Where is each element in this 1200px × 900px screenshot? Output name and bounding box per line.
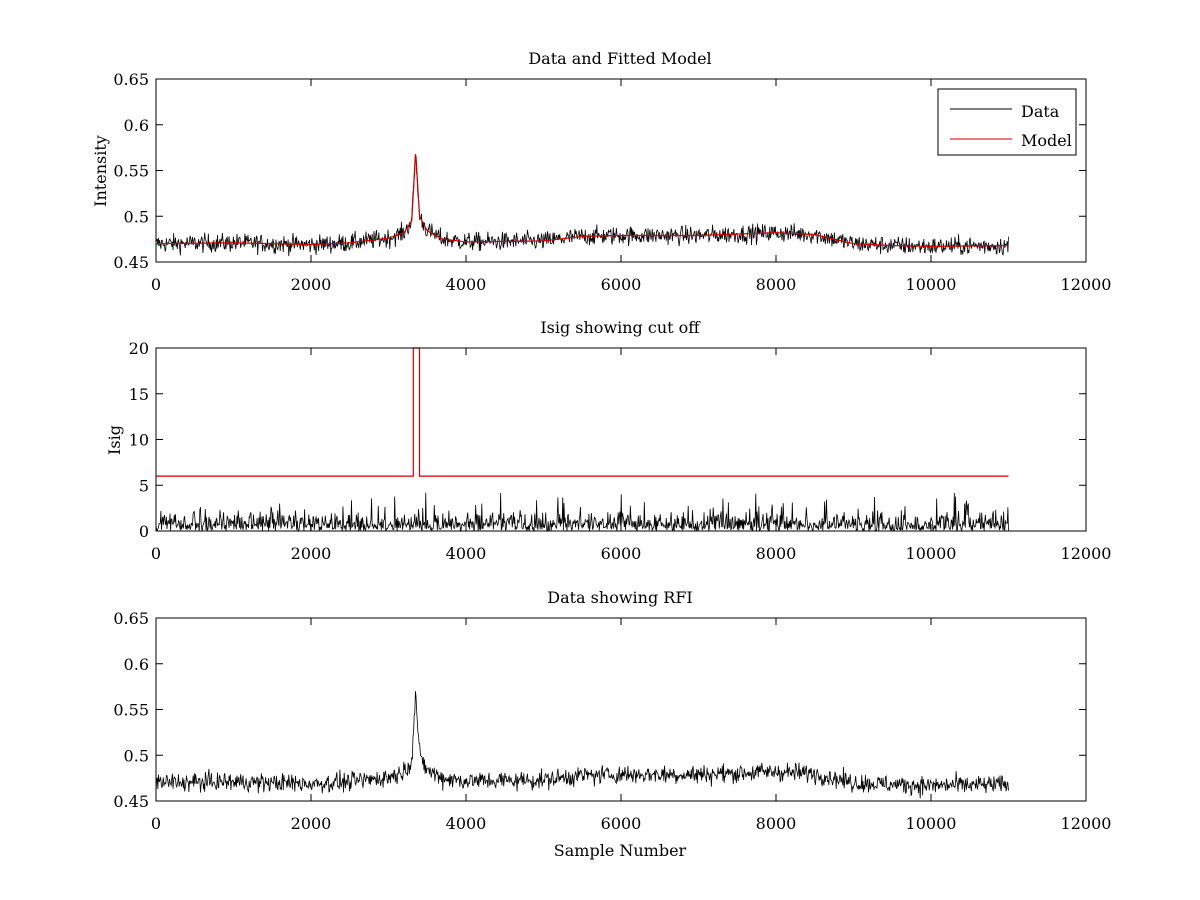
x-tick-label: 2000 bbox=[291, 275, 332, 294]
y-tick-label: 20 bbox=[129, 339, 149, 358]
legend-data-label: Data bbox=[1021, 102, 1060, 121]
x-tick-label: 12000 bbox=[1061, 814, 1112, 833]
panel-1-title: Data and Fitted Model bbox=[528, 49, 711, 68]
x-tick-label: 0 bbox=[151, 275, 161, 294]
x-tick-label: 4000 bbox=[446, 544, 487, 563]
panel-3-title: Data showing RFI bbox=[547, 588, 692, 607]
x-tick-label: 12000 bbox=[1061, 544, 1112, 563]
x-tick-label: 10000 bbox=[906, 814, 957, 833]
x-tick-label: 4000 bbox=[446, 275, 487, 294]
panel-2-plot: 0 2000 4000 6000 8000 10000 12000 0 5 10 15 20 bbox=[129, 339, 1112, 563]
panel-1-plot: 0 2000 4000 6000 8000 10000 12000 0.45 0.5 0.55 0.… bbox=[113, 70, 1111, 294]
series-isig-line bbox=[155, 492, 1009, 533]
x-tick-label: 6000 bbox=[601, 275, 642, 294]
panel-3-plot: 0 2000 4000 6000 8000 10000 12000 0.45 0.5 0.55 0.… bbox=[113, 609, 1111, 833]
y-tick-label: 0.6 bbox=[124, 116, 149, 135]
x-tick-label: 10000 bbox=[906, 544, 957, 563]
y-tick-label: 0.55 bbox=[113, 701, 149, 720]
y-tick-label: 0 bbox=[139, 522, 149, 541]
y-tick-label: 0.5 bbox=[124, 207, 149, 226]
x-tick-label: 6000 bbox=[601, 814, 642, 833]
y-tick-label: 0.65 bbox=[113, 609, 149, 628]
series-data-line bbox=[155, 691, 1009, 799]
y-tick-label: 0.45 bbox=[113, 253, 149, 272]
x-tick-label: 0 bbox=[151, 814, 161, 833]
panel-isig: Isig showing cut off Isig 0 2000 4000 6000 8… bbox=[105, 318, 1111, 563]
y-tick-label: 0.65 bbox=[113, 70, 149, 89]
x-tick-label: 0 bbox=[151, 544, 161, 563]
x-tick-label: 2000 bbox=[291, 544, 332, 563]
legend: Data Model bbox=[937, 88, 1077, 156]
x-tick-label: 8000 bbox=[756, 544, 797, 563]
panel-2-ylabel: Isig bbox=[105, 425, 124, 455]
y-tick-label: 10 bbox=[129, 431, 149, 450]
y-tick-label: 0.5 bbox=[124, 746, 149, 765]
y-tick-label: 15 bbox=[129, 385, 149, 404]
series-model-line bbox=[155, 154, 1009, 248]
panel-data-rfi: Data showing RFI Sample Number 0 2000 4000… bbox=[113, 588, 1111, 860]
y-tick-label: 0.6 bbox=[124, 655, 149, 674]
y-tick-label: 5 bbox=[139, 476, 149, 495]
y-tick-label: 0.55 bbox=[113, 162, 149, 181]
y-tick-label: 0.45 bbox=[113, 792, 149, 811]
x-tick-label: 8000 bbox=[756, 814, 797, 833]
x-tick-label: 6000 bbox=[601, 544, 642, 563]
x-tick-label: 8000 bbox=[756, 275, 797, 294]
x-tick-label: 12000 bbox=[1061, 275, 1112, 294]
legend-model-label: Model bbox=[1021, 131, 1072, 150]
series-data-line bbox=[155, 154, 1009, 257]
x-tick-label: 10000 bbox=[906, 275, 957, 294]
legend-box bbox=[937, 88, 1077, 156]
x-tick-label: 2000 bbox=[291, 814, 332, 833]
panel-1-ylabel: Intensity bbox=[91, 135, 110, 207]
x-tick-label: 4000 bbox=[446, 814, 487, 833]
panel-3-xlabel: Sample Number bbox=[554, 841, 687, 860]
panel-2-title: Isig showing cut off bbox=[540, 318, 701, 337]
panel-data-and-model: Data and Fitted Model Intensity 0 2000 400… bbox=[91, 49, 1111, 294]
